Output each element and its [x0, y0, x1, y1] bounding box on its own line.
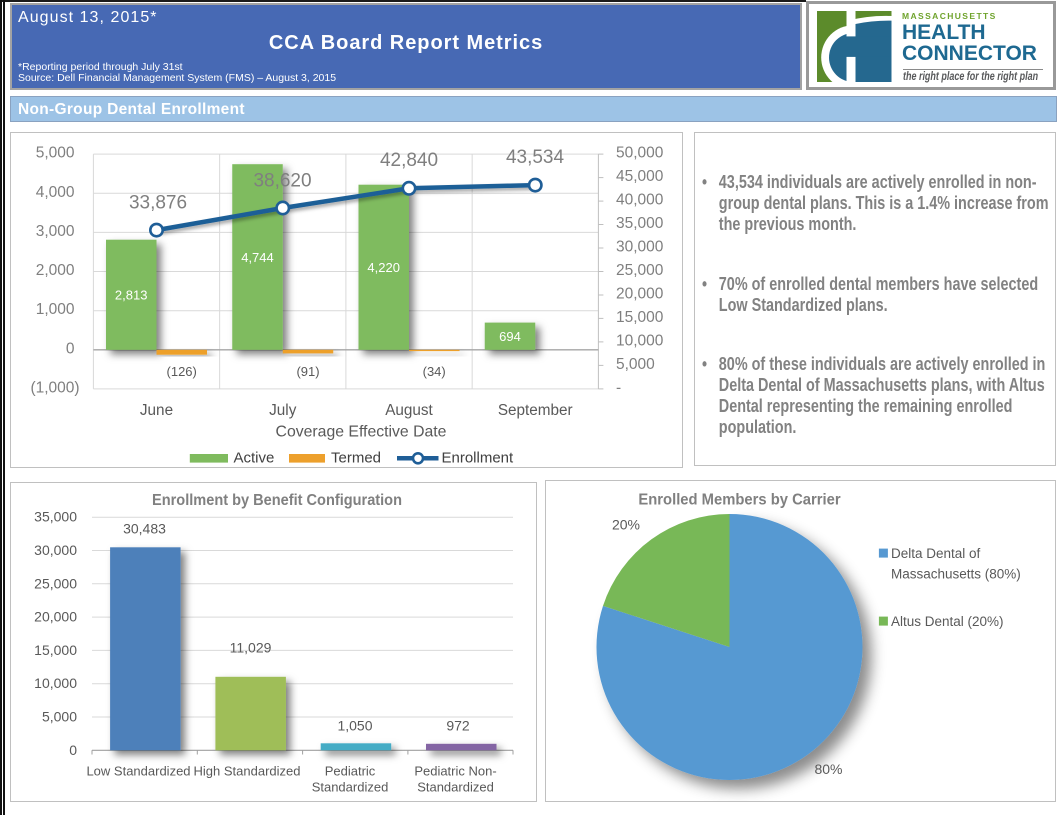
svg-text:0: 0 [66, 340, 75, 357]
svg-text:Standardized: Standardized [417, 779, 494, 794]
svg-text:August: August [385, 402, 433, 419]
svg-text:2,813: 2,813 [115, 288, 148, 303]
svg-text:Massachusetts (80%): Massachusetts (80%) [891, 567, 1021, 582]
svg-text:Pediatric: Pediatric [325, 763, 376, 778]
svg-text:33,876: 33,876 [129, 193, 187, 214]
svg-text:30,483: 30,483 [123, 521, 166, 537]
svg-text:45,000: 45,000 [616, 168, 664, 185]
svg-text:5,000: 5,000 [616, 356, 655, 373]
svg-text:20%: 20% [612, 517, 640, 533]
svg-text:694: 694 [499, 329, 521, 344]
svg-text:20,000: 20,000 [616, 286, 664, 303]
svg-text:Delta Dental of: Delta Dental of [891, 546, 981, 561]
svg-text:Low Standardized: Low Standardized [86, 763, 190, 778]
svg-text:4,000: 4,000 [36, 184, 75, 201]
svg-text:Standardized: Standardized [312, 779, 389, 794]
svg-text:972: 972 [446, 718, 470, 734]
svg-text:35,000: 35,000 [616, 215, 664, 232]
svg-text:40,000: 40,000 [616, 192, 664, 209]
svg-text:Active: Active [234, 450, 275, 467]
svg-text:80%: 80% [814, 761, 842, 777]
svg-text:15,000: 15,000 [616, 309, 664, 326]
svg-text:Coverage Effective Date: Coverage Effective Date [276, 424, 447, 441]
svg-text:5,000: 5,000 [42, 709, 77, 725]
svg-text:1,000: 1,000 [36, 301, 75, 318]
svg-text:2,000: 2,000 [36, 262, 75, 279]
svg-text:Enrolled Members by Carrier: Enrolled Members by Carrier [638, 491, 840, 508]
svg-text:4,220: 4,220 [367, 260, 400, 275]
svg-text:(1,000): (1,000) [30, 380, 79, 397]
svg-text:Termed: Termed [331, 450, 381, 467]
svg-text:35,000: 35,000 [34, 509, 77, 525]
svg-text:43,534: 43,534 [506, 147, 565, 168]
svg-text:30,000: 30,000 [34, 542, 77, 558]
svg-text:4,744: 4,744 [241, 250, 274, 265]
svg-text:0: 0 [69, 742, 77, 758]
svg-text:Enrollment: Enrollment [442, 450, 515, 467]
svg-text:September: September [498, 402, 573, 419]
svg-text:(34): (34) [423, 364, 446, 379]
svg-text:-: - [616, 380, 621, 397]
svg-text:30,000: 30,000 [616, 239, 664, 256]
svg-text:July: July [269, 402, 297, 419]
svg-text:25,000: 25,000 [616, 262, 664, 279]
svg-text:June: June [140, 402, 173, 419]
svg-text:1,050: 1,050 [337, 718, 372, 734]
svg-text:(126): (126) [167, 364, 197, 379]
svg-text:Altus Dental (20%): Altus Dental (20%) [891, 614, 1004, 629]
svg-text:3,000: 3,000 [36, 223, 75, 240]
svg-text:(91): (91) [296, 364, 319, 379]
svg-text:15,000: 15,000 [34, 642, 77, 658]
svg-text:10,000: 10,000 [34, 675, 77, 691]
svg-text:25,000: 25,000 [34, 575, 77, 591]
svg-text:Pediatric Non-: Pediatric Non- [414, 763, 496, 778]
svg-text:Enrollment by Benefit Configur: Enrollment by Benefit Configuration [152, 492, 402, 510]
svg-text:20,000: 20,000 [34, 609, 77, 625]
svg-text:50,000: 50,000 [616, 145, 664, 162]
svg-text:11,029: 11,029 [230, 640, 272, 656]
svg-text:42,840: 42,840 [380, 150, 438, 171]
svg-text:5,000: 5,000 [36, 145, 75, 162]
svg-text:High Standardized: High Standardized [194, 763, 301, 778]
svg-text:10,000: 10,000 [616, 333, 664, 350]
svg-text:38,620: 38,620 [253, 171, 311, 192]
